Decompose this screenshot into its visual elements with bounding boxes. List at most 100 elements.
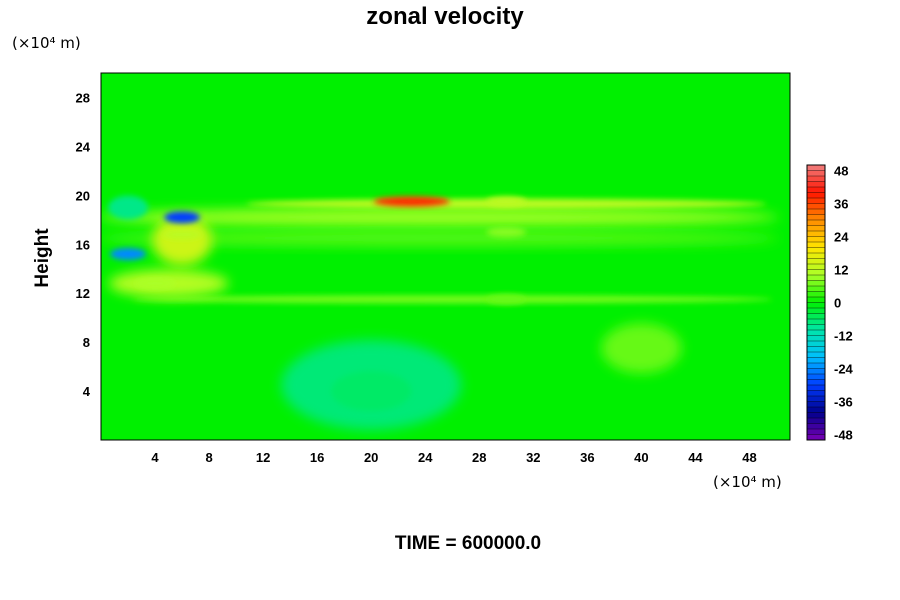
colorbar-cell [807,275,825,281]
colorbar-cell [807,203,825,210]
y-unit-label: (×10⁴ m) [12,34,81,52]
y-tick-label: 24 [76,139,91,154]
colorbar-cell [807,423,825,430]
colorbar-cell [807,220,825,226]
colorbar-cell [807,363,825,369]
y-axis-label: Height [32,228,53,288]
colorbar-cell [807,434,825,441]
x-tick-label: 32 [526,450,540,465]
colorbar-cell [807,319,825,325]
colorbar-cell [807,401,825,408]
colorbar-cell [807,247,825,254]
y-tick-label: 20 [76,188,90,203]
colorbar-cell [807,407,825,413]
colorbar-tick-label: 48 [834,164,848,179]
plot-area [101,73,790,440]
colorbar-cell [807,429,825,435]
x-tick-label: 48 [742,450,756,465]
colorbar-tick-label: 36 [834,197,848,212]
colorbar-cell [807,280,825,287]
chart-title: zonal velocity [366,3,524,30]
colorbar-tick-label: -12 [834,329,853,344]
colorbar-cell [807,308,825,314]
x-tick-label: 12 [256,450,270,465]
x-tick-label: 24 [418,450,433,465]
colorbar-cell [807,341,825,347]
colorbar-cell [807,165,825,171]
heatmap-region-band-upper [101,207,779,228]
colorbar-frame [806,164,826,441]
colorbar-cell [807,258,825,265]
colorbar-cell [807,357,825,364]
colorbar-tick-label: -36 [834,395,853,410]
heatmap-region-negative-corner [108,195,149,220]
colorbar-cell [807,396,825,402]
colorbar-tick-label: 0 [834,296,841,311]
heatmap-feature-6 [162,229,203,240]
colorbar-cell [807,286,825,292]
x-tick-label: 44 [688,450,703,465]
colorbar-tick-label: -48 [834,428,853,443]
colorbar-cell [807,302,825,309]
colorbar-cell [807,192,825,199]
colorbar-cell [807,264,825,270]
x-unit-label: (×10⁴ m) [713,473,782,491]
colorbar-cell [807,324,825,331]
colorbar-cell [807,231,825,237]
colorbar-cell [807,198,825,204]
colorbar-cell [807,242,825,248]
heatmap-region-band-low-line [132,295,773,304]
colorbar-cell [807,346,825,353]
colorbar-cell [807,368,825,375]
heatmap-region-band-mid [101,230,779,247]
heatmap-feature-7 [331,371,412,412]
colorbar-cell [807,170,825,177]
y-tick-label: 28 [76,90,90,105]
heatmap-features [101,195,779,430]
colorbar-cell [807,297,825,303]
y-tick-label: 12 [76,286,90,301]
colorbar-cell [807,313,825,320]
heatmap-region-weak-positive-right [601,323,682,374]
colorbar-cell [807,379,825,386]
x-tick-label: 8 [205,450,212,465]
heatmap-feature-0 [373,196,450,207]
colorbar-tick-label: -24 [834,362,854,377]
y-tick-labels: 4 8 12 16 20 24 28 [76,90,91,399]
colorbar-tick-label: 12 [834,263,848,278]
colorbar-cell [807,253,825,259]
heatmap-region-positive-left-upper [152,215,213,266]
colorbar-cell [807,390,825,397]
heatmap-feature-2 [164,211,201,224]
colorbar-tick-label: 24 [834,230,849,245]
colorbar-tick-labels: 48 36 24 12 0 -12 -24 -36 -48 [834,164,854,443]
time-label: TIME = 600000.0 [395,533,541,554]
heatmap-feature-4 [486,227,527,238]
colorbar-cell [807,209,825,215]
colorbar-cell [807,225,825,232]
heatmap-feature-8 [486,294,527,305]
x-tick-label: 16 [310,450,324,465]
heatmap-feature-1 [486,196,527,207]
colorbar-cell [807,176,825,182]
colorbar-cell [807,214,825,221]
colorbar-cell [807,385,825,391]
heatmap-feature-5 [135,278,176,289]
colorbar-cell [807,236,825,243]
colorbar-cell [807,181,825,188]
heatmap-feature-3 [110,248,147,261]
x-tick-label: 4 [151,450,159,465]
y-tick-label: 16 [76,237,90,252]
colorbar-cell [807,418,825,424]
plot-frame [100,72,791,441]
y-tick-label: 4 [83,384,91,399]
colorbar-cell [807,291,825,298]
colorbar-cell [807,412,825,419]
x-tick-labels: 4 8 12 16 20 24 28 32 36 40 44 48 [151,450,756,465]
colorbar-cell [807,330,825,336]
colorbar-cell [807,187,825,193]
colorbar-cell [807,269,825,276]
x-tick-label: 20 [364,450,378,465]
x-tick-label: 28 [472,450,486,465]
